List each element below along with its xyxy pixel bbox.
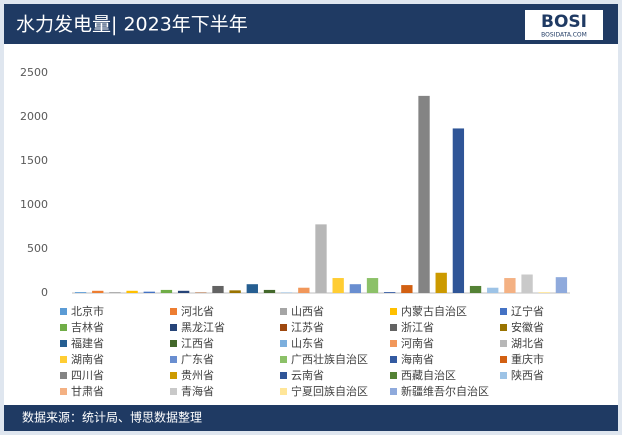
legend-swatch [500,372,507,379]
legend-swatch [60,356,67,363]
legend-label: 山西省 [291,305,324,318]
bar [401,285,412,293]
legend-label: 北京市 [71,304,104,318]
legend-label: 江西省 [181,337,214,350]
legend-swatch [280,372,287,379]
bar [92,291,103,293]
legend-label: 云南省 [291,369,324,382]
legend-label: 西藏自治区 [401,368,456,382]
legend-swatch [500,340,507,347]
legend-label: 山东省 [291,337,324,350]
legend-swatch [280,356,287,363]
y-tick-label: 1500 [20,154,48,167]
legend-swatch [60,388,67,395]
legend-swatch [60,372,67,379]
legend-label: 海南省 [401,352,434,366]
bar [229,290,240,293]
legend-swatch [280,340,287,347]
bar [144,292,155,293]
bar [418,96,429,293]
bar [298,288,309,293]
legend-label: 内蒙古自治区 [401,304,467,318]
legend-label: 广西壮族自治区 [291,352,368,366]
bar [126,291,137,293]
bar [333,278,344,293]
legend-swatch [170,308,177,315]
bar [75,292,86,293]
legend-swatch [170,356,177,363]
logo: BOSI [541,12,587,32]
legend-label: 湖北省 [511,337,544,350]
bar [109,292,120,293]
legend-label: 青海省 [181,384,214,398]
legend-swatch [170,324,177,331]
legend-label: 贵州省 [181,369,214,382]
bar [350,284,361,293]
legend-swatch [390,356,397,363]
legend-label: 江苏省 [291,321,324,334]
legend-label: 广东省 [181,353,214,366]
legend-label: 吉林省 [71,320,104,334]
bar [539,292,550,293]
title: 水力发电量| 2023年下半年 [16,14,248,36]
legend-swatch [390,308,397,315]
bar [521,275,532,293]
legend-swatch [280,324,287,331]
legend-swatch [60,308,67,315]
legend-label: 辽宁省 [511,304,544,318]
bar [453,128,464,293]
legend-label: 四川省 [71,369,104,382]
bar [264,290,275,293]
legend-swatch [280,388,287,395]
legend-label: 福建省 [71,336,104,350]
y-tick-label: 2500 [20,66,48,79]
legend-label: 黑龙江省 [181,321,225,334]
bar [504,278,515,293]
legend-swatch [500,324,507,331]
bar [470,286,481,293]
legend-label: 陕西省 [511,368,544,382]
bar [178,291,189,293]
legend-swatch [60,340,67,347]
bar [436,273,447,293]
bar [247,284,258,293]
legend-swatch [390,340,397,347]
bar [556,277,567,293]
legend-swatch [500,308,507,315]
legend-label: 安徽省 [511,320,544,334]
legend-swatch [60,324,67,331]
y-tick-label: 1000 [20,198,48,211]
legend-swatch [390,324,397,331]
legend-label: 新疆维吾尔自治区 [401,384,489,398]
bar [487,288,498,293]
legend-swatch [500,356,507,363]
bar [212,286,223,293]
legend-swatch [390,388,397,395]
legend-swatch [170,388,177,395]
legend-label: 甘肃省 [71,385,104,398]
legend-label: 河南省 [401,337,434,350]
legend-label: 浙江省 [401,321,434,334]
bar [315,224,326,293]
bar [367,278,378,293]
legend-swatch [170,372,177,379]
y-tick-label: 500 [27,242,48,255]
panel [4,4,618,431]
legend-label: 重庆市 [511,352,544,366]
legend-label: 宁夏回族自治区 [291,384,368,398]
bar [161,290,172,293]
legend-swatch [280,308,287,315]
legend-swatch [390,372,397,379]
legend-label: 河北省 [181,305,214,318]
logo-sub: BOSIDATA.COM [541,32,587,39]
legend-label: 湖南省 [71,353,104,366]
source: 数据来源：统计局、博思数据整理 [22,410,202,425]
legend-swatch [170,340,177,347]
y-tick-label: 0 [41,286,48,299]
bar [384,292,395,293]
y-tick-label: 2000 [20,110,48,123]
